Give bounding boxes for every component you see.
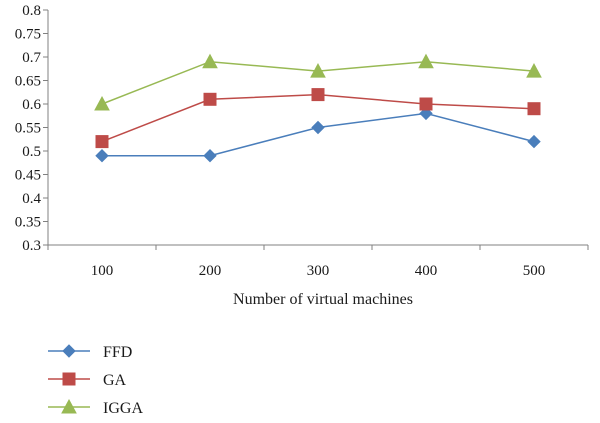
series-ga — [95, 88, 541, 149]
legend-marker-ga — [62, 372, 76, 386]
legend-item-igga: IGGA — [48, 398, 143, 417]
data-point-igga — [418, 53, 434, 69]
legend: FFD GA IGGA — [48, 344, 143, 417]
x-tick-label: 200 — [199, 263, 222, 279]
legend-label: FFD — [103, 344, 132, 361]
data-point-ffd — [203, 148, 217, 163]
x-axis-ticks: 100 200 300 400 500 — [47, 245, 589, 279]
y-tick-label: 0.5 — [22, 144, 41, 160]
y-tick-label: 0.7 — [22, 50, 41, 66]
y-tick-label: 0.75 — [15, 27, 41, 43]
y-tick-label: 0.35 — [15, 215, 41, 231]
y-axis-ticks: 0.3 0.35 0.4 0.45 0.5 0.55 0.6 0.65 0.7 0.75 0.8 — [15, 3, 48, 254]
legend-item-ffd: FFD — [48, 344, 132, 361]
x-tick-label: 500 — [523, 263, 546, 279]
x-tick-label: 100 — [91, 263, 114, 279]
legend-label: IGGA — [103, 400, 143, 417]
data-point-ffd — [527, 134, 541, 149]
x-tick-label: 400 — [415, 263, 438, 279]
data-point-ga — [95, 135, 109, 149]
data-point-igga — [526, 63, 542, 78]
data-point-igga — [310, 63, 326, 78]
data-point-igga — [202, 53, 218, 69]
y-tick-label: 0.3 — [22, 238, 41, 254]
data-point-igga — [94, 95, 110, 111]
legend-label: GA — [103, 372, 127, 389]
y-tick-label: 0.65 — [15, 74, 41, 90]
series-group — [94, 53, 542, 163]
y-tick-label: 0.6 — [22, 97, 41, 113]
axes — [47, 10, 588, 246]
y-tick-label: 0.4 — [22, 191, 41, 207]
legend-marker-igga — [61, 398, 77, 414]
series-igga — [94, 53, 542, 111]
data-point-ffd — [95, 148, 109, 163]
series-ffd — [95, 106, 541, 163]
data-point-ga — [311, 88, 325, 102]
y-tick-label: 0.8 — [22, 3, 41, 19]
legend-item-ga: GA — [48, 372, 127, 389]
x-axis-title: Number of virtual machines — [233, 291, 413, 308]
series-line-ga — [101, 93, 535, 143]
y-tick-label: 0.45 — [15, 168, 41, 184]
y-tick-label: 0.55 — [15, 121, 41, 137]
data-point-ga — [527, 102, 541, 116]
x-tick-label: 300 — [307, 263, 330, 279]
series-line-ffd — [102, 112, 535, 157]
data-point-ffd — [311, 120, 325, 135]
data-point-ga — [419, 97, 433, 111]
data-point-ga — [203, 92, 217, 106]
legend-marker-ffd — [62, 344, 76, 358]
